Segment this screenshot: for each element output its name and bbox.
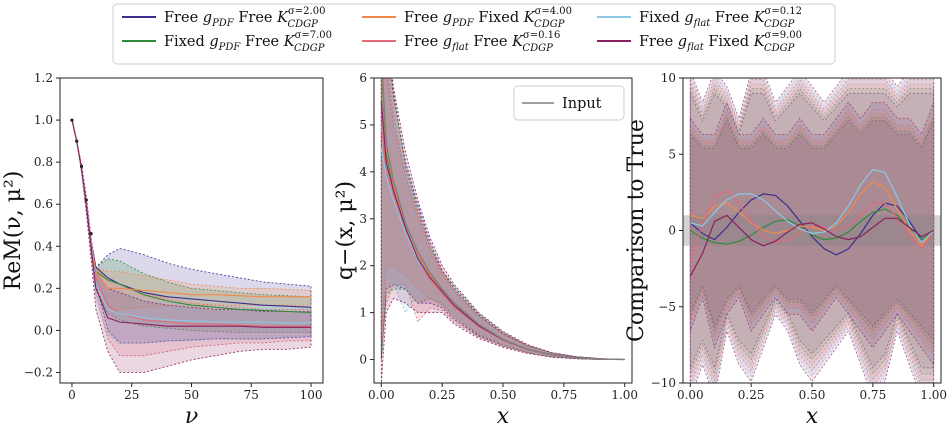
y-tick-label: 6 xyxy=(359,71,367,85)
x-tick-label: 0.50 xyxy=(490,388,517,402)
y-tick-label: 1 xyxy=(359,306,367,320)
series-line xyxy=(71,119,311,328)
legend-label: Free gflat Fixed Kσ=9.00 CDGP xyxy=(639,30,802,54)
y-tick-label: 5 xyxy=(359,118,367,132)
x-tick-label: 1.00 xyxy=(920,388,947,402)
y-tick-label: 1.2 xyxy=(34,71,53,85)
legend-item: Free gPDF Free Kσ=2.00 CDGP xyxy=(122,6,325,30)
x-tick-label: 25 xyxy=(124,388,139,402)
y-tick-label: 0 xyxy=(359,353,367,367)
legend-item: Fixed gPDF Free Kσ=7.00 CDGP xyxy=(122,30,332,54)
uncertainty-band xyxy=(71,120,312,310)
legend-label: Fixed gPDF Free Kσ=7.00 CDGP xyxy=(164,30,332,54)
x-tick-label: 75 xyxy=(244,388,259,402)
y-tick-label: −5 xyxy=(658,300,676,314)
uncertainty-band xyxy=(71,120,312,373)
y-tick-label: −10 xyxy=(651,376,676,390)
y-axis-label: q−(x, μ²) xyxy=(333,181,358,280)
series-line xyxy=(689,193,935,256)
x-tick-label: 0.75 xyxy=(859,388,886,402)
legend-item: Free gflat Fixed Kσ=9.00 CDGP xyxy=(597,30,802,54)
x-tick-label: 0.75 xyxy=(550,388,577,402)
uncertainty-band xyxy=(380,78,625,383)
uncertainty-band xyxy=(689,112,935,352)
legend-label: Fixed gflat Free Kσ=0.12 CDGP xyxy=(639,6,802,30)
plot-area xyxy=(380,78,625,383)
uncertainty-band xyxy=(71,120,312,344)
x-tick-label: 100 xyxy=(300,388,323,402)
panel-comparison: 0.00 0.25 0.50 0.75 1.00 −10 −5 0 5 10 x Comparison… xyxy=(624,71,947,429)
y-tick-label: 0 xyxy=(668,224,676,238)
legend-frame xyxy=(112,3,836,65)
y-tick-label: 4 xyxy=(359,165,367,179)
y-axis-label: Comparison to True xyxy=(624,119,649,342)
legend-item: Free gPDF Fixed Kσ=4.00 CDGP xyxy=(362,6,572,30)
y-tick-label: 5 xyxy=(668,147,676,161)
y-tick-label: 0.6 xyxy=(34,197,53,211)
legend-item: Fixed gflat Free Kσ=0.12 CDGP xyxy=(597,6,802,30)
uncertainty-band xyxy=(689,92,935,370)
legend-label: Free gPDF Fixed Kσ=4.00 CDGP xyxy=(404,6,572,30)
uncertainty-band xyxy=(689,115,935,347)
input-legend-frame xyxy=(513,85,625,121)
x-axis-label: x xyxy=(497,404,510,429)
input-legend-label: Input xyxy=(562,96,602,112)
y-tick-label: 0.8 xyxy=(34,155,53,169)
x-tick-label: 1.00 xyxy=(611,388,638,402)
input-point xyxy=(70,118,74,122)
series-line xyxy=(689,214,934,277)
x-axis-label: ν xyxy=(185,404,198,429)
plot-area xyxy=(70,118,312,373)
x-tick-label: 0.25 xyxy=(429,388,456,402)
panel-real-m: 0 25 50 75 100 −0.2 0.0 0.2 0.4 0.6 0.8 1.0 1.2 ν ReM(… xyxy=(1,71,324,429)
uncertainty-band xyxy=(689,78,935,383)
y-tick-label: 3 xyxy=(359,212,367,226)
legend-label: Free gPDF Free Kσ=2.00 CDGP xyxy=(164,6,325,30)
plot-area xyxy=(683,78,941,383)
x-tick-label: 0.00 xyxy=(677,388,704,402)
series-line xyxy=(689,190,935,262)
input-point xyxy=(79,164,84,168)
legend-label: Free gflat Free Kσ=0.16 CDGP xyxy=(404,30,560,54)
x-tick-label: 0.25 xyxy=(738,388,765,402)
y-axis-label: ReM(ν, μ²) xyxy=(1,171,26,291)
uncertainty-band xyxy=(689,78,935,383)
y-tick-label: 1.0 xyxy=(34,113,53,127)
y-tick-label: 0.4 xyxy=(34,239,53,253)
input-line xyxy=(381,78,625,361)
x-tick-label: 0 xyxy=(68,388,76,402)
uncertainty-band xyxy=(689,78,935,383)
x-axis-label: x xyxy=(806,404,819,429)
input-legend: Input xyxy=(513,85,625,121)
series-line xyxy=(690,180,935,247)
x-tick-label: 0.50 xyxy=(799,388,826,402)
x-tick-label: 50 xyxy=(184,388,199,402)
y-tick-label: 0.0 xyxy=(34,323,53,337)
y-tick-label: 10 xyxy=(661,71,676,85)
legend-item: Free gflat Free Kσ=0.16 CDGP xyxy=(362,30,560,54)
y-tick-label: −0.2 xyxy=(24,365,53,379)
series-line xyxy=(690,168,935,244)
input-point xyxy=(75,139,79,143)
y-tick-label: 2 xyxy=(359,259,367,273)
input-point xyxy=(84,198,88,202)
x-tick-label: 0.00 xyxy=(368,388,395,402)
input-point xyxy=(89,232,93,236)
y-tick-label: 0.2 xyxy=(34,281,53,295)
panel-q-minus: 0.00 0.25 0.50 0.75 1.00 0 1 2 3 4 5 6 x q−(x, μ²) Inp… xyxy=(333,71,638,429)
